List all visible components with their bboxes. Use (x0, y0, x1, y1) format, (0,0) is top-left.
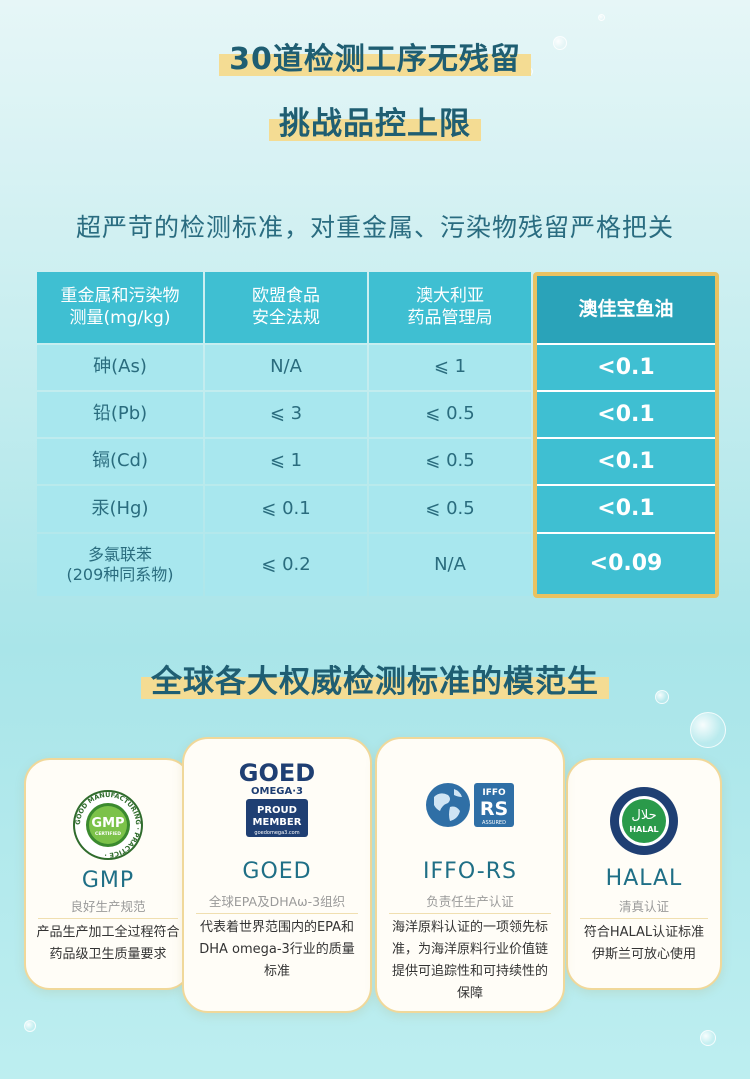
table-header-au: 澳大利亚 药品管理局 (369, 272, 531, 343)
svg-text:حلال: حلال (631, 808, 656, 823)
card-name: HALAL (605, 866, 683, 891)
headline-text-1: 30道检测工序无残留 (229, 42, 521, 77)
card-divider (196, 913, 358, 914)
section-title: 全球各大权威检测标准的模范生 (0, 656, 750, 701)
table-cell-eu: ⩽ 1 (205, 439, 367, 484)
table-cell-eu: ⩽ 0.2 (205, 534, 367, 596)
table-cell-product: <0.1 (537, 392, 715, 437)
table-cell-product: <0.1 (537, 439, 715, 484)
card-divider (580, 918, 708, 919)
svg-text:GOED: GOED (239, 759, 315, 787)
decorative-bubble (690, 712, 726, 748)
table-header-product: 澳佳宝鱼油 (537, 276, 715, 343)
decorative-bubble (24, 1020, 36, 1032)
headline-line-1: 30道检测工序无残留 (0, 34, 750, 78)
card-name: IFFO-RS (423, 859, 517, 884)
certification-card-goed: GOED OMEGA·3 PROUD MEMBER goedomega3.com… (182, 737, 372, 1013)
svg-text:goedomega3.com: goedomega3.com (254, 830, 299, 836)
table-header-eu: 欧盟食品 安全法规 (205, 272, 367, 343)
certification-card-gmp: GOOD MANUFACTURING · PRACTICE · GMP CERT… (24, 758, 192, 990)
card-description: 代表着世界范围内的EPA和DHA omega-3行业的质量标准 (199, 920, 355, 979)
table-cell-au: N/A (369, 534, 531, 596)
subtitle: 超严苛的检测标准，对重金属、污染物残留严格把关 (75, 213, 674, 242)
gmp-badge-icon: GOOD MANUFACTURING · PRACTICE · GMP CERT… (26, 788, 190, 862)
headline-text-2: 挑战品控上限 (279, 106, 471, 142)
table-cell-eu: ⩽ 3 (205, 392, 367, 437)
svg-text:ASSURED: ASSURED (482, 820, 506, 826)
table-cell-au: ⩽ 0.5 (369, 392, 531, 437)
table-cell-product: <0.1 (537, 345, 715, 390)
table-cell-eu: ⩽ 0.1 (205, 486, 367, 532)
card-description: 符合HALAL认证标准伊斯兰可放心使用 (583, 925, 705, 962)
table-header-measure: 重金属和污染物 测量(mg/kg) (37, 272, 203, 343)
certification-card-iffo-rs: IFFO RS ASSURED IFFO-RS 负责任生产认证 海洋原料认证的一… (375, 737, 565, 1013)
table-cell-name: 镉(Cd) (37, 439, 203, 484)
card-tag: 负责任生产认证 (426, 894, 514, 909)
svg-text:IFFO: IFFO (482, 788, 506, 798)
table-cell-eu: N/A (205, 345, 367, 390)
svg-text:PROUD: PROUD (257, 805, 297, 816)
goed-logo-icon: GOED OMEGA·3 PROUD MEMBER goedomega3.com (184, 759, 370, 849)
table-cell-name: 铅(Pb) (37, 392, 203, 437)
card-tag: 清真认证 (618, 899, 669, 914)
decorative-bubble (553, 36, 567, 50)
decorative-bubble (655, 690, 669, 704)
iffo-rs-logo-icon: IFFO RS ASSURED (377, 779, 563, 831)
table-cell-name: 汞(Hg) (37, 486, 203, 532)
svg-text:MEMBER: MEMBER (253, 817, 302, 828)
svg-text:RS: RS (480, 798, 508, 820)
decorative-bubble (700, 1030, 716, 1046)
certification-card-halal: حلال HALAL HALAL 清真认证 符合HALAL认证标准伊斯兰可放心使… (566, 758, 722, 990)
card-divider (38, 918, 178, 919)
section-title-text: 全球各大权威检测标准的模范生 (151, 664, 599, 700)
comparison-table: 重金属和污染物 测量(mg/kg) 欧盟食品 安全法规 澳大利亚 药品管理局 澳… (37, 272, 719, 598)
decorative-bubble (598, 14, 605, 21)
card-tag: 良好生产规范 (70, 899, 146, 914)
table-cell-au: ⩽ 1 (369, 345, 531, 390)
svg-text:OMEGA·3: OMEGA·3 (251, 786, 303, 797)
halal-badge-icon: حلال HALAL (568, 786, 720, 856)
card-divider (389, 913, 551, 914)
table-cell-name: 多氯联苯 (209种同系物) (37, 534, 203, 596)
svg-text:HALAL: HALAL (629, 825, 658, 834)
headline-line-2: 挑战品控上限 (0, 98, 750, 143)
svg-text:GMP: GMP (91, 816, 124, 831)
table-cell-name: 砷(As) (37, 345, 203, 390)
table-cell-au: ⩽ 0.5 (369, 439, 531, 484)
table-cell-product: <0.09 (537, 534, 715, 594)
card-description: 海洋原料认证的一项领先标准，为海洋原料行业价值链提供可追踪性和可持续性的保障 (391, 920, 548, 1001)
card-tag: 全球EPA及DHAω-3组织 (208, 894, 346, 909)
card-name: GMP (81, 868, 135, 893)
card-description: 产品生产加工全过程符合药品级卫生质量要求 (36, 925, 180, 962)
table-cell-au: ⩽ 0.5 (369, 486, 531, 532)
svg-text:CERTIFIED: CERTIFIED (95, 831, 121, 837)
table-cell-product: <0.1 (537, 486, 715, 532)
card-name: GOED (242, 859, 312, 884)
